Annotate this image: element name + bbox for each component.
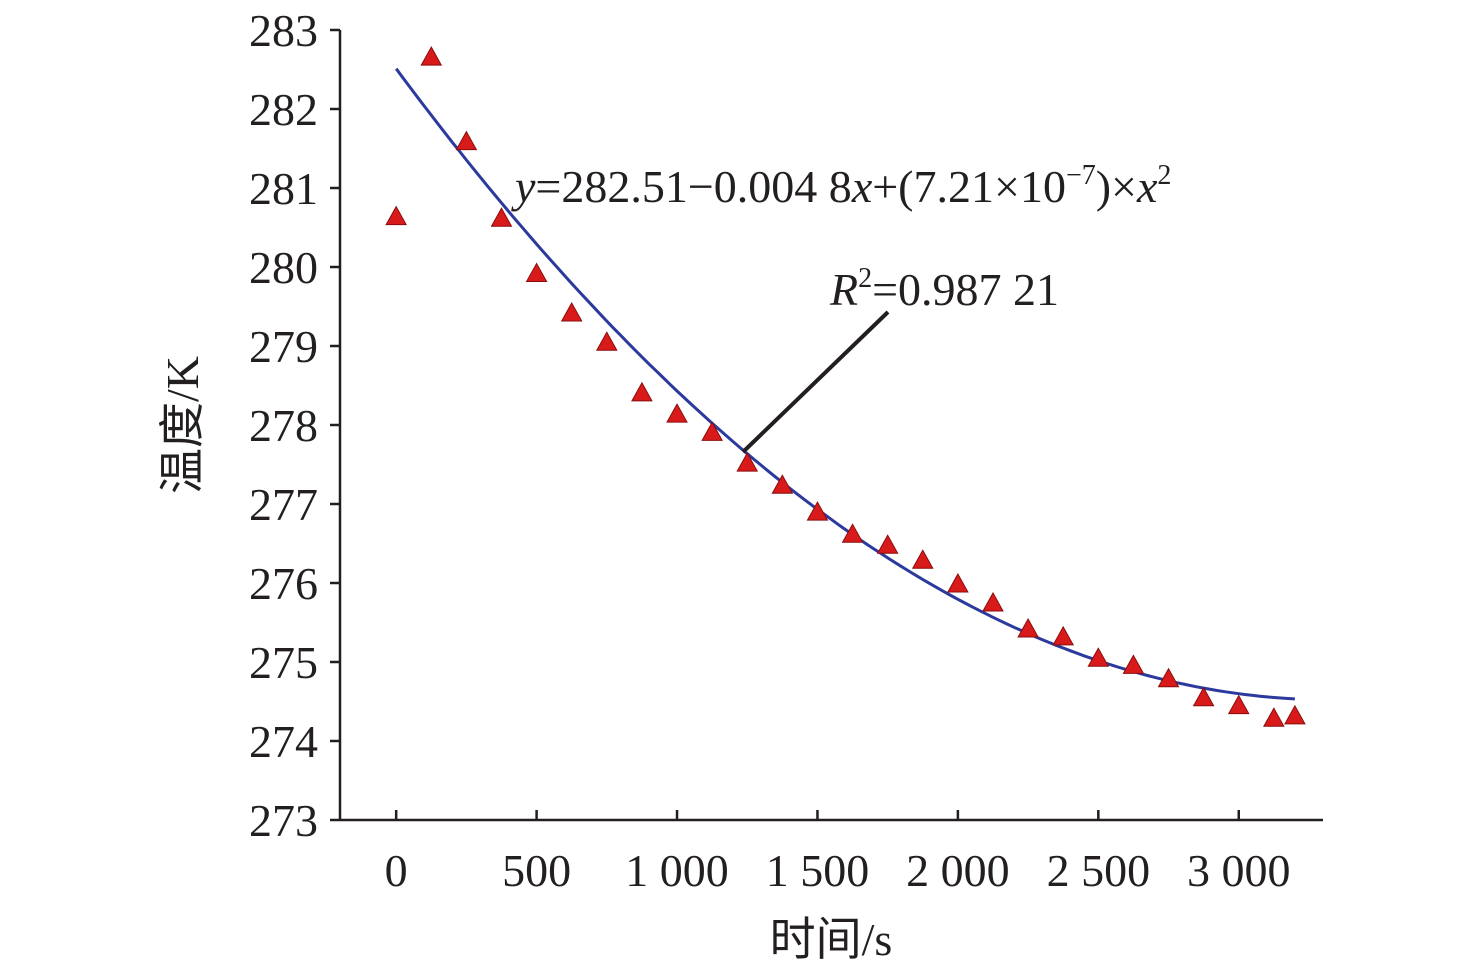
eq-part3: )× [1096, 161, 1137, 212]
r2-value: =0.987 21 [872, 264, 1059, 315]
eq-exponent: −7 [1066, 160, 1096, 191]
r2-sup: 2 [858, 263, 872, 294]
x-axis-title: 时间/s [770, 914, 893, 965]
data-point-marker [631, 381, 653, 402]
x-tick-label: 1 500 [766, 845, 870, 896]
x-tick-label: 1 000 [625, 845, 729, 896]
data-point-marker [736, 452, 759, 472]
data-point-marker [876, 534, 899, 554]
y-tick-label: 276 [249, 558, 318, 609]
eq-square: 2 [1157, 160, 1171, 191]
data-point-marker [595, 331, 618, 351]
y-tick-label: 277 [249, 479, 318, 530]
data-point-marker [525, 262, 548, 283]
fit-equation: y=282.51−0.004 8x+(7.21×10−7)×x2 [511, 160, 1171, 212]
data-point-marker [1192, 686, 1215, 707]
data-point-marker [771, 474, 794, 494]
data-point-marker [490, 207, 513, 227]
x-tick-group: 0 500 1 000 1 500 2 000 2 500 3 000 [385, 810, 1291, 896]
y-tick-label: 283 [249, 5, 318, 56]
data-point-marker [1157, 667, 1180, 688]
y-axis-title: 温度/K [157, 356, 208, 494]
data-point-marker [1122, 654, 1145, 674]
data-point-marker [666, 403, 688, 423]
x-tick-label: 0 [385, 845, 408, 896]
data-point-marker [806, 501, 829, 521]
eq-part1: =282.51−0.004 8 [535, 161, 851, 212]
data-point-marker [1052, 625, 1075, 646]
data-point-marker [1263, 707, 1285, 727]
x-tick-label: 3 000 [1187, 845, 1291, 896]
data-point-marker [560, 302, 583, 322]
data-point-marker [385, 205, 408, 226]
data-point-marker [1227, 694, 1250, 715]
y-tick-label: 278 [249, 400, 318, 451]
y-tick-label: 282 [249, 84, 318, 135]
y-tick-label: 274 [249, 716, 318, 767]
r2-r: R [829, 264, 858, 315]
eq-x1: x [851, 161, 873, 212]
x-tick-label: 500 [502, 845, 571, 896]
x-tick-label: 2 500 [1047, 845, 1151, 896]
data-point-marker [701, 421, 723, 441]
data-point-marker [1017, 618, 1039, 638]
data-markers [385, 46, 1306, 727]
data-point-marker [841, 523, 864, 543]
y-axis: 273 274 275 276 277 278 279 280 281 282 283 [249, 5, 342, 846]
data-point-marker [1284, 704, 1306, 725]
data-point-marker [420, 46, 443, 66]
eq-x2: x [1136, 161, 1158, 212]
x-axis: 0 500 1 000 1 500 2 000 2 500 3 000 [340, 810, 1323, 896]
y-tick-label: 275 [249, 637, 318, 688]
annotation-leader-line [741, 310, 890, 454]
y-tick-label: 273 [249, 795, 318, 846]
data-point-marker [982, 591, 1004, 612]
data-point-marker [455, 130, 478, 151]
fit-curve [394, 67, 1295, 701]
data-point-marker [947, 572, 969, 593]
eq-y: y [511, 161, 536, 212]
y-tick-label: 281 [249, 163, 318, 214]
y-tick-group: 273 274 275 276 277 278 279 280 281 282 283 [249, 5, 340, 846]
data-point-marker [1087, 647, 1110, 667]
eq-part2: +(7.21×10 [872, 161, 1066, 212]
y-tick-label: 280 [249, 242, 318, 293]
data-point-marker [911, 549, 934, 569]
x-tick-label: 2 000 [906, 845, 1010, 896]
y-tick-label: 279 [249, 321, 318, 372]
r-squared-label: R2=0.987 21 [829, 263, 1059, 315]
